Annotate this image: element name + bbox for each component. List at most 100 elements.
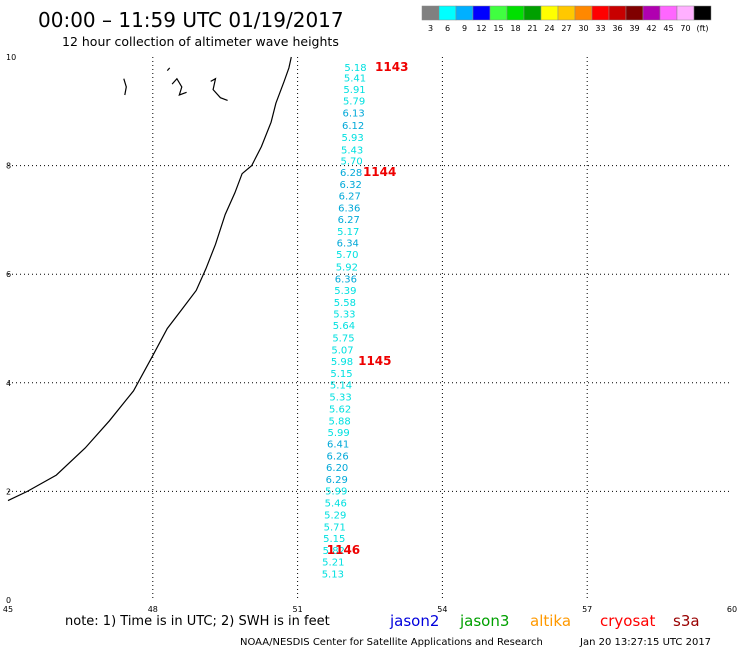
swh-value-label: 5.33 — [329, 392, 351, 403]
swh-value-label: 5.13 — [322, 569, 344, 580]
scale-label: 9 — [462, 24, 467, 33]
swh-value-label: 5.88 — [328, 416, 350, 427]
scale-label: 15 — [493, 24, 503, 33]
x-tick-label: 54 — [437, 605, 447, 614]
scale-label: 33 — [595, 24, 605, 33]
swh-value-label: 6.34 — [337, 239, 359, 250]
swh-value-label: 5.92 — [336, 263, 358, 274]
swh-value-label: 6.36 — [338, 203, 360, 214]
satellite-altika: altika — [530, 612, 571, 630]
satellite-jason2: jason2 — [389, 612, 439, 630]
scale-label: 6 — [445, 24, 450, 33]
y-tick-label: 10 — [6, 53, 16, 62]
swh-value-label: 5.71 — [324, 523, 346, 534]
island-outline — [166, 67, 171, 71]
y-axis-ticks: 0 2 4 6 8 10 — [6, 53, 16, 605]
scale-swatch — [625, 5, 644, 21]
swh-value-label: 5.14 — [330, 380, 352, 391]
scale-label: 70 — [680, 24, 690, 33]
scale-swatch — [659, 5, 678, 21]
satellite-legend: jason2 jason3 altika cryosat s3a — [389, 612, 700, 630]
swh-value-label: 6.41 — [327, 440, 349, 451]
swh-value-label: 6.36 — [335, 275, 357, 286]
swh-value-label: 6.28 — [340, 168, 362, 179]
swh-values: 5.185.415.915.796.136.125.935.435.706.28… — [322, 63, 367, 581]
swh-value-label: 6.12 — [342, 121, 364, 132]
swh-value-label: 6.27 — [339, 191, 361, 202]
swh-value-label: 5.79 — [343, 96, 365, 107]
footer-credit: NOAA/NESDIS Center for Satellite Applica… — [240, 637, 543, 648]
swh-value-label: 5.62 — [329, 404, 351, 415]
y-tick-label: 0 — [6, 596, 11, 605]
scale-swatch — [489, 5, 508, 21]
time-label: 1144 — [363, 165, 396, 179]
scale-label: 45 — [663, 24, 673, 33]
grid-lines — [8, 57, 732, 600]
scale-swatch — [557, 5, 576, 21]
y-tick-label: 4 — [6, 379, 11, 388]
swh-value-label: 5.17 — [337, 227, 359, 238]
footer-note: note: 1) Time is in UTC; 2) SWH is in fe… — [65, 614, 330, 629]
scale-swatch — [523, 5, 542, 21]
scale-label: 18 — [510, 24, 520, 33]
x-tick-label: 45 — [3, 605, 13, 614]
swh-value-label: 5.99 — [325, 486, 347, 497]
color-scale-legend: 3 6 9 12 15 18 21 24 27 30 33 36 39 42 45 70 (ft) — [421, 5, 712, 33]
scale-swatch — [540, 5, 559, 21]
swh-value-label: 5.58 — [334, 298, 356, 309]
time-labels: 1143 1144 1145 1146 — [327, 60, 409, 557]
scale-label: 24 — [544, 24, 554, 33]
scale-label: 30 — [578, 24, 588, 33]
x-tick-label: 51 — [293, 605, 303, 614]
scale-label: 27 — [561, 24, 571, 33]
scale-swatch — [472, 5, 491, 21]
satellite-jason3: jason3 — [459, 612, 509, 630]
scale-label: 12 — [476, 24, 486, 33]
swh-value-label: 5.43 — [341, 145, 363, 156]
coastline — [7, 56, 292, 502]
swh-value-label: 5.46 — [325, 498, 347, 509]
swh-value-label: 5.41 — [344, 74, 366, 85]
satellite-s3a: s3a — [673, 612, 700, 630]
page-subtitle: 12 hour collection of altimeter wave hei… — [62, 34, 339, 49]
satellite-cryosat: cryosat — [600, 612, 655, 630]
scale-label: 36 — [612, 24, 622, 33]
swh-value-label: 6.29 — [326, 475, 348, 486]
y-tick-label: 6 — [6, 270, 11, 279]
scale-swatch — [574, 5, 593, 21]
swh-value-label: 5.75 — [332, 334, 354, 345]
swh-value-label: 5.07 — [331, 346, 353, 357]
y-tick-label: 8 — [6, 162, 11, 171]
scale-label: (ft) — [696, 24, 708, 33]
scale-swatch — [591, 5, 610, 21]
swh-value-label: 5.29 — [324, 511, 346, 522]
x-tick-label: 48 — [148, 605, 158, 614]
swh-value-label: 6.27 — [338, 215, 360, 226]
swh-value-label: 5.98 — [331, 357, 353, 368]
scale-swatch — [421, 5, 440, 21]
swh-value-label: 5.93 — [341, 133, 363, 144]
island-outline — [210, 77, 228, 101]
swh-value-label: 6.20 — [326, 463, 348, 474]
y-tick-label: 2 — [6, 487, 11, 496]
swh-value-label: 6.32 — [340, 180, 362, 191]
coastline-path — [7, 56, 292, 502]
swh-value-label: 5.91 — [343, 85, 365, 96]
swh-value-label: 5.33 — [333, 309, 355, 320]
scale-swatch — [455, 5, 474, 21]
x-tick-label: 60 — [727, 605, 737, 614]
swh-value-label: 6.13 — [342, 108, 364, 119]
swh-value-label: 5.99 — [327, 428, 349, 439]
scale-swatch — [693, 5, 712, 21]
scale-label: 42 — [646, 24, 656, 33]
time-label: 1145 — [358, 354, 391, 368]
footer-timestamp: Jan 20 13:27:15 UTC 2017 — [579, 637, 711, 648]
x-axis-ticks: 45 48 51 54 57 60 — [3, 605, 737, 614]
island-outline — [123, 78, 127, 96]
swh-value-label: 5.70 — [336, 250, 358, 261]
page-title: 00:00 – 11:59 UTC 01/19/2017 — [38, 8, 344, 32]
scale-label: 21 — [527, 24, 537, 33]
scale-swatch — [438, 5, 457, 21]
swh-value-label: 5.21 — [322, 557, 344, 568]
